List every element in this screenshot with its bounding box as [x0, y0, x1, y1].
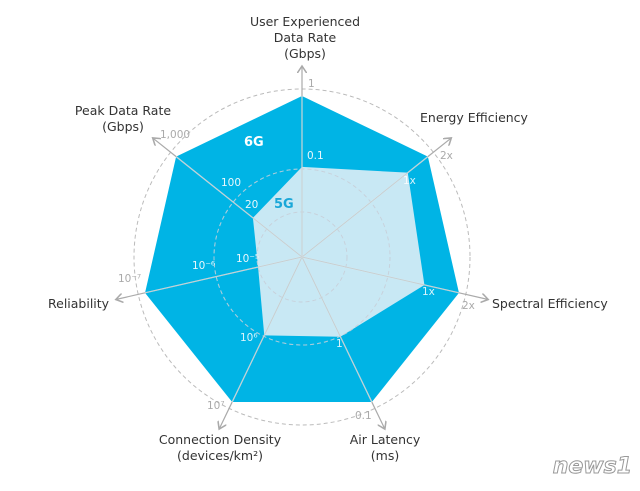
axis-arrow: [153, 138, 177, 158]
axis-arrow: [219, 401, 233, 429]
axis-label-spectral-efficiency: Spectral Efficiency: [492, 296, 608, 311]
axis-line: [144, 256, 303, 294]
axis-label-peak-data-rate: Peak Data Rate (Gbps): [74, 103, 172, 134]
tick-ue-5g: 0.1: [307, 150, 324, 162]
tick-reliability-5g: 10⁻⁵: [236, 253, 260, 265]
axis-line: [175, 156, 303, 258]
tick-peak-mid: 100: [221, 177, 242, 189]
tick-reliability-mid: 10⁻⁶: [192, 260, 216, 272]
axis-line-shade: [144, 256, 303, 294]
tick-latency-6g: 0.1: [355, 410, 372, 422]
axis-line-shade: [175, 156, 303, 258]
axis-arrow: [116, 292, 146, 300]
axis-line-shade: [231, 256, 303, 403]
axis-arrow: [427, 138, 451, 158]
tick-energy-5g: 1x: [403, 175, 416, 187]
axis-label-connection-density: Connection Density (devices/km²): [158, 432, 282, 463]
axis-line-shade: [301, 156, 429, 258]
tick-connection-6g: 10⁷: [207, 400, 225, 412]
news1-watermark-logo: news1: [552, 454, 632, 480]
tick-peak-6g: 1,000: [160, 129, 191, 141]
axis-label-air-latency: Air Latency (ms): [349, 432, 421, 463]
axis-label-energy-efficiency: Energy Efficiency: [420, 110, 528, 125]
series-label-5g: 5G: [274, 197, 294, 212]
series-label-6g: 6G: [244, 135, 264, 150]
tick-connection-5g: 10⁶: [240, 332, 258, 344]
tick-energy-6g: 2x: [440, 150, 453, 162]
tick-peak-5g: 20: [245, 199, 259, 211]
axis-label-reliability: Reliability: [48, 296, 110, 311]
axis-arrow: [458, 292, 488, 300]
tick-spectral-5g: 1x: [422, 286, 435, 298]
axis-line: [301, 156, 429, 258]
tick-ue-6g: 1: [308, 78, 315, 90]
tick-reliability-6g: 10⁻⁷: [118, 273, 142, 285]
axis-line-shade: [301, 256, 460, 294]
axis-line-shade: [301, 256, 373, 403]
tick-latency-5g: 1: [336, 338, 343, 350]
tick-spectral-6g: 2x: [462, 300, 475, 312]
axis-line: [301, 256, 373, 403]
axis-line: [301, 256, 460, 294]
axis-arrow: [371, 401, 385, 429]
axis-label-user-experienced-data-rate: User Experienced Data Rate (Gbps): [249, 14, 361, 61]
axis-line: [231, 256, 303, 403]
